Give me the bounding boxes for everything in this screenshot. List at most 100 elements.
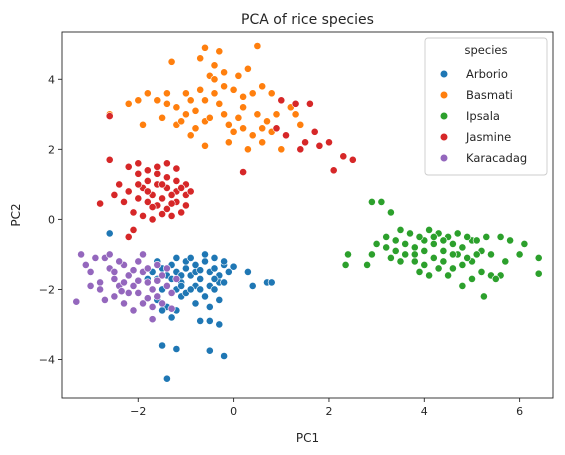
point-ipsala bbox=[479, 292, 488, 301]
point-jasmine bbox=[167, 199, 176, 208]
point-jasmine bbox=[143, 176, 152, 185]
point-karacadag bbox=[77, 250, 85, 259]
point-karacadag bbox=[110, 292, 119, 301]
point-arborio bbox=[177, 281, 186, 290]
point-basmati bbox=[258, 124, 267, 133]
point-jasmine bbox=[105, 112, 114, 120]
y-tick-label: −2 bbox=[39, 283, 55, 296]
point-basmati bbox=[291, 110, 300, 119]
point-karacadag bbox=[110, 267, 119, 276]
point-basmati bbox=[220, 68, 228, 77]
point-jasmine bbox=[301, 138, 309, 147]
legend-marker-arborio bbox=[439, 69, 449, 79]
point-ipsala bbox=[396, 257, 405, 266]
point-jasmine bbox=[172, 164, 181, 173]
point-jasmine bbox=[129, 225, 138, 234]
point-karacadag bbox=[167, 304, 176, 313]
point-ipsala bbox=[482, 232, 491, 241]
point-jasmine bbox=[310, 127, 319, 136]
point-basmati bbox=[186, 96, 195, 105]
point-basmati bbox=[191, 106, 200, 115]
point-basmati bbox=[139, 120, 147, 129]
point-karacadag bbox=[172, 274, 181, 283]
point-ipsala bbox=[463, 232, 472, 241]
point-ipsala bbox=[391, 246, 400, 255]
point-arborio bbox=[220, 257, 228, 266]
y-axis: −4 −2 0 2 4 bbox=[39, 73, 62, 366]
point-karacadag bbox=[162, 264, 171, 273]
point-basmati bbox=[158, 113, 166, 122]
point-karacadag bbox=[148, 302, 157, 311]
legend-marker-karacadag bbox=[439, 153, 449, 163]
point-ipsala bbox=[472, 236, 481, 245]
point-ipsala bbox=[515, 250, 524, 259]
point-jasmine bbox=[329, 166, 338, 175]
point-jasmine bbox=[158, 194, 166, 203]
point-jasmine bbox=[134, 194, 143, 203]
point-basmati bbox=[215, 99, 224, 108]
point-basmati bbox=[153, 96, 162, 105]
point-basmati bbox=[224, 120, 233, 129]
point-arborio bbox=[191, 299, 200, 308]
point-jasmine bbox=[339, 152, 348, 161]
point-karacadag bbox=[105, 250, 114, 259]
point-arborio bbox=[186, 253, 195, 262]
point-basmati bbox=[239, 92, 247, 101]
y-axis-label: PC2 bbox=[9, 203, 23, 226]
point-basmati bbox=[277, 145, 286, 154]
point-ipsala bbox=[410, 250, 419, 259]
point-ipsala bbox=[448, 239, 457, 248]
legend: species Arborio Basmati Ipsala Jasmine Karac… bbox=[424, 37, 548, 176]
point-basmati bbox=[243, 145, 252, 154]
point-karacadag bbox=[143, 278, 152, 287]
point-jasmine bbox=[153, 169, 162, 178]
point-jasmine bbox=[120, 197, 128, 206]
point-arborio bbox=[220, 278, 228, 287]
point-ipsala bbox=[429, 232, 438, 241]
point-jasmine bbox=[143, 197, 152, 206]
x-axis: −2 0 2 4 6 bbox=[130, 398, 523, 418]
point-arborio bbox=[172, 345, 181, 353]
point-arborio bbox=[243, 267, 252, 276]
point-ipsala bbox=[372, 239, 381, 248]
point-karacadag bbox=[139, 250, 147, 259]
y-tick-label: 0 bbox=[48, 213, 55, 226]
point-karacadag bbox=[101, 295, 109, 304]
x-tick-label: 6 bbox=[516, 405, 523, 418]
point-ipsala bbox=[391, 236, 400, 245]
point-jasmine bbox=[162, 173, 171, 182]
point-jasmine bbox=[177, 208, 186, 217]
point-ipsala bbox=[506, 236, 514, 245]
point-basmati bbox=[253, 110, 262, 119]
legend-marker-jasmine bbox=[439, 132, 449, 142]
point-jasmine bbox=[277, 96, 286, 105]
point-ipsala bbox=[386, 253, 395, 262]
point-jasmine bbox=[124, 162, 133, 171]
point-jasmine bbox=[177, 183, 186, 192]
point-basmati bbox=[177, 117, 186, 126]
point-ipsala bbox=[534, 253, 543, 262]
point-basmati bbox=[258, 138, 267, 147]
point-ipsala bbox=[463, 253, 472, 262]
point-karacadag bbox=[143, 294, 152, 303]
point-basmati bbox=[124, 99, 133, 108]
point-arborio bbox=[215, 320, 224, 329]
point-jasmine bbox=[291, 99, 300, 108]
legend-label-basmati: Basmati bbox=[466, 88, 513, 102]
point-karacadag bbox=[96, 278, 104, 287]
point-jasmine bbox=[105, 155, 114, 164]
point-basmati bbox=[234, 113, 243, 122]
point-jasmine bbox=[148, 203, 157, 211]
points-layer bbox=[72, 42, 543, 383]
point-basmati bbox=[229, 127, 238, 136]
x-tick-label: 0 bbox=[230, 405, 237, 418]
point-ipsala bbox=[429, 253, 438, 262]
point-basmati bbox=[201, 141, 209, 150]
point-arborio bbox=[158, 306, 166, 315]
point-ipsala bbox=[367, 197, 376, 206]
legend-marker-ipsala bbox=[439, 111, 449, 121]
point-basmati bbox=[258, 82, 267, 91]
point-basmati bbox=[162, 99, 171, 108]
point-arborio bbox=[167, 313, 176, 322]
